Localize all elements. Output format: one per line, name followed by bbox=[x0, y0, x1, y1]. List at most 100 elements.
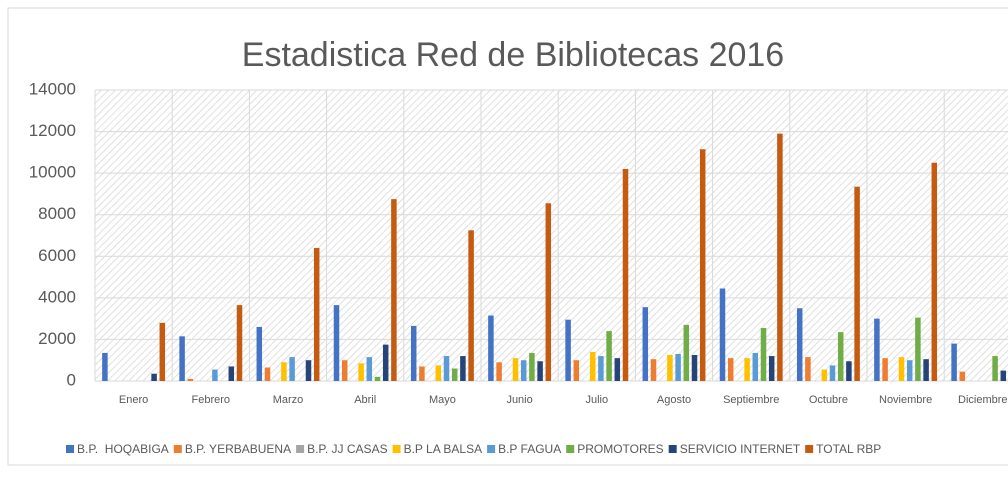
bar bbox=[435, 365, 442, 381]
bar bbox=[796, 308, 803, 381]
bar bbox=[915, 317, 921, 381]
bar bbox=[898, 357, 905, 381]
bar bbox=[727, 358, 734, 381]
bar bbox=[468, 230, 474, 381]
chart-title: Estadistica Red de Bibliotecas 2016 bbox=[242, 36, 784, 74]
bar bbox=[573, 360, 580, 381]
legend-label: B.P. JJ CASAS bbox=[307, 442, 387, 456]
legend-label: TOTAL RBP bbox=[816, 442, 881, 456]
bar bbox=[565, 319, 571, 381]
bar bbox=[545, 203, 552, 381]
x-tick-label: Agosto bbox=[657, 394, 691, 406]
bar bbox=[358, 363, 364, 381]
bar bbox=[305, 360, 312, 381]
bar bbox=[228, 366, 235, 381]
bar bbox=[675, 353, 681, 381]
bar bbox=[187, 378, 194, 381]
bar bbox=[931, 162, 938, 381]
y-tick-label: 0 bbox=[67, 370, 76, 389]
plot-area bbox=[95, 90, 1008, 381]
x-tick-label: Febrero bbox=[192, 394, 231, 406]
bar bbox=[854, 186, 860, 381]
bar bbox=[488, 315, 494, 381]
bar bbox=[443, 356, 450, 381]
bar bbox=[159, 322, 166, 381]
bar bbox=[959, 371, 966, 381]
x-tick-label: Octubre bbox=[809, 394, 848, 406]
bar bbox=[102, 352, 108, 381]
bar bbox=[829, 365, 836, 381]
bar bbox=[874, 318, 880, 381]
bar bbox=[1000, 370, 1007, 381]
legend-label: B.P LA BALSA bbox=[404, 442, 483, 456]
legend-swatch bbox=[296, 445, 305, 453]
bar bbox=[391, 199, 397, 381]
bar bbox=[333, 305, 340, 381]
y-tick-label: 6000 bbox=[38, 246, 76, 265]
y-tick-label: 2000 bbox=[38, 329, 76, 348]
bar bbox=[374, 376, 381, 381]
bar bbox=[496, 362, 502, 381]
bar bbox=[537, 361, 543, 381]
bar bbox=[882, 358, 888, 381]
bar bbox=[598, 356, 604, 381]
bar bbox=[699, 149, 706, 381]
legend-swatch bbox=[668, 445, 677, 453]
legend-swatch bbox=[392, 445, 401, 453]
bar bbox=[589, 351, 596, 381]
bar bbox=[289, 357, 295, 381]
bar bbox=[410, 325, 417, 381]
bar bbox=[744, 358, 750, 381]
legend-swatch bbox=[66, 445, 74, 453]
legend-swatch bbox=[805, 445, 814, 453]
bar bbox=[691, 355, 698, 381]
bar bbox=[923, 359, 929, 381]
bar bbox=[667, 355, 673, 381]
legend-swatch bbox=[487, 445, 496, 453]
bar bbox=[281, 362, 287, 381]
y-tick-label: 4000 bbox=[38, 287, 76, 306]
bar bbox=[451, 368, 458, 381]
bar bbox=[341, 360, 348, 381]
bar bbox=[752, 352, 759, 381]
x-tick-label: Julio bbox=[585, 394, 608, 406]
bar bbox=[264, 367, 271, 381]
bar bbox=[614, 358, 621, 381]
bar bbox=[419, 366, 425, 381]
bar bbox=[760, 327, 767, 381]
bar bbox=[683, 324, 690, 381]
legend-label: B.P FAGUA bbox=[498, 442, 561, 456]
x-tick-label: Mayo bbox=[429, 394, 456, 406]
bar bbox=[846, 361, 852, 381]
bar bbox=[768, 356, 775, 381]
bar bbox=[805, 357, 811, 381]
legend-label: B.P. YERBABUENA bbox=[185, 442, 291, 456]
bar bbox=[520, 360, 527, 381]
bar bbox=[951, 343, 957, 381]
bar bbox=[777, 133, 783, 381]
y-tick-label: 8000 bbox=[38, 204, 76, 223]
y-tick-label: 14000 bbox=[29, 79, 76, 98]
bar bbox=[837, 332, 844, 381]
bar bbox=[236, 305, 243, 381]
bar bbox=[313, 247, 320, 381]
bar bbox=[256, 326, 263, 381]
bar bbox=[366, 357, 373, 381]
y-tick-label: 10000 bbox=[29, 163, 76, 182]
bar bbox=[529, 352, 535, 381]
legend-swatch bbox=[566, 445, 575, 453]
bar bbox=[460, 356, 466, 381]
x-tick-label: Diciembre bbox=[958, 394, 1008, 406]
x-tick-label: Marzo bbox=[273, 394, 304, 406]
bar bbox=[151, 373, 157, 381]
x-tick-label: Noviembre bbox=[879, 394, 932, 406]
bar bbox=[212, 369, 218, 381]
x-tick-label: Junio bbox=[506, 394, 532, 406]
bar bbox=[992, 356, 998, 381]
bar bbox=[512, 358, 519, 381]
legend-swatch bbox=[173, 445, 182, 453]
legend-label: B.P. HOQABIGA bbox=[77, 442, 169, 456]
bar bbox=[382, 344, 389, 381]
x-tick-label: Septiembre bbox=[723, 394, 779, 406]
